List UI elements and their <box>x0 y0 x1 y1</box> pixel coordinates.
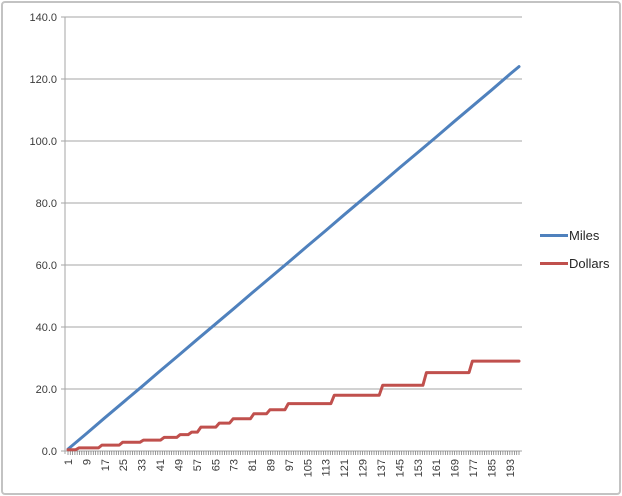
x-axis-label: 41 <box>155 459 167 471</box>
x-axis-label: 57 <box>192 459 204 471</box>
x-axis-label: 49 <box>173 459 185 471</box>
x-axis-label: 153 <box>413 459 425 477</box>
y-axis-label: 120.0 <box>29 74 57 86</box>
x-axis-label: 73 <box>229 459 241 471</box>
y-axis-label: 0.0 <box>42 446 57 458</box>
x-axis-label: 33 <box>137 459 149 471</box>
legend-line-swatch <box>540 262 568 265</box>
x-axis-label: 105 <box>302 459 314 477</box>
series-line-miles <box>66 65 521 451</box>
x-axis-label: 25 <box>118 459 130 471</box>
line-chart: 0.0 20.0 40.0 60.0 80.0 100.0 120.0 140.0 1 9 17 25… <box>29 12 522 477</box>
x-axis-label: 129 <box>358 459 370 477</box>
x-axis-label: 9 <box>81 459 93 465</box>
series-line-dollars <box>66 359 521 452</box>
y-axis-label: 40.0 <box>36 322 57 334</box>
legend-line-swatch <box>540 234 568 237</box>
y-axis-label: 80.0 <box>36 198 57 210</box>
x-axis-label: 161 <box>431 459 443 477</box>
x-axis-label: 113 <box>321 459 333 477</box>
legend-label: Dollars <box>569 256 610 271</box>
x-axis-label: 97 <box>284 459 296 471</box>
x-axis-label: 193 <box>505 459 517 477</box>
y-axis-label: 20.0 <box>36 384 57 396</box>
x-axis-label: 81 <box>247 459 259 471</box>
x-axis-label: 185 <box>486 459 498 477</box>
y-axis-label: 60.0 <box>36 260 57 272</box>
x-axis-label: 1 <box>63 459 75 465</box>
legend: Miles Dollars <box>540 228 609 271</box>
legend-label: Miles <box>569 228 600 243</box>
y-axis-label: 100.0 <box>29 136 57 148</box>
x-axis-label: 137 <box>376 459 388 477</box>
legend-item-dollars: Dollars <box>540 256 609 271</box>
legend-item-miles: Miles <box>540 228 609 243</box>
x-axis-label: 17 <box>100 459 112 471</box>
x-axis-label: 121 <box>339 459 351 477</box>
x-axis-label: 65 <box>210 459 222 471</box>
x-axis-label: 177 <box>468 459 480 477</box>
x-axis-label: 89 <box>265 459 277 471</box>
y-axis-label: 140.0 <box>29 12 57 24</box>
x-axis-label: 145 <box>394 459 406 477</box>
x-axis-label: 169 <box>450 459 462 477</box>
